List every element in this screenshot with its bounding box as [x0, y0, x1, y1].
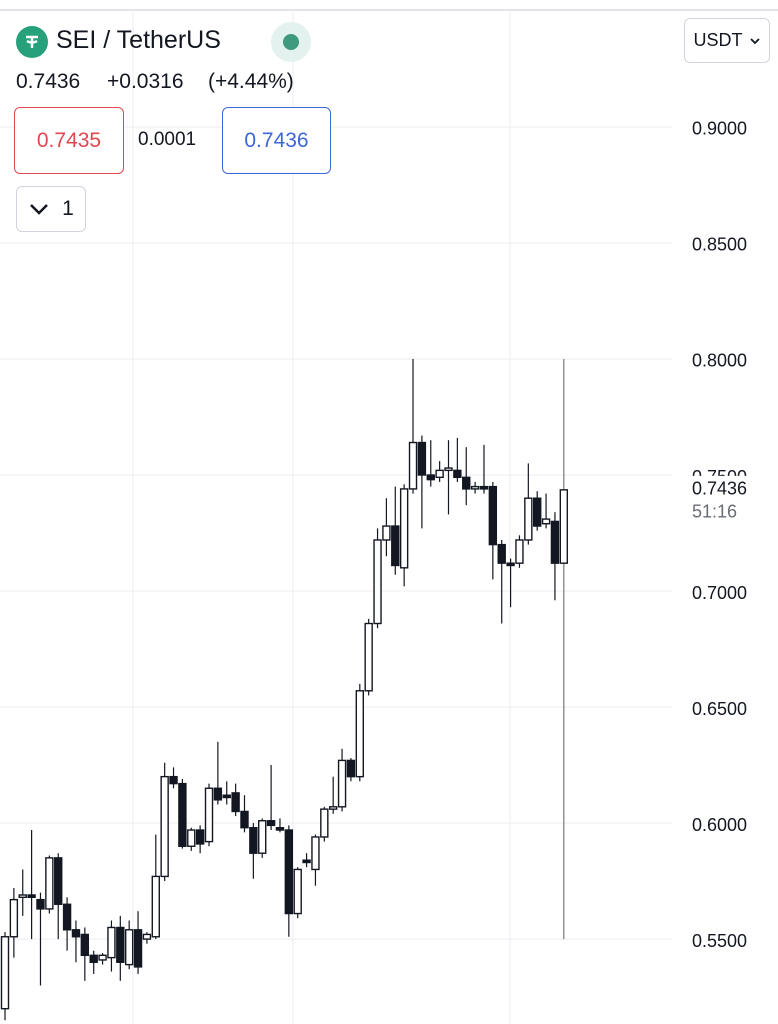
spread: 0.0001 — [138, 129, 197, 150]
candle-body — [550, 520, 560, 564]
candle-body — [479, 485, 489, 490]
candle-body — [284, 829, 294, 915]
candle-body — [426, 474, 435, 481]
candle-body — [240, 810, 249, 829]
candle-body — [151, 875, 160, 938]
candle-body — [142, 933, 152, 940]
price-change: +0.0316 — [107, 70, 184, 93]
candle-body — [80, 933, 90, 957]
candle-body — [27, 894, 36, 899]
candle-body — [364, 622, 373, 692]
candle-body — [107, 926, 116, 959]
candle-body — [160, 775, 169, 878]
candle-body — [54, 857, 63, 905]
y-axis: 0.55000.60000.65000.70000.75000.80000.85… — [680, 119, 778, 951]
candle-body — [373, 539, 382, 625]
candle-body — [231, 792, 240, 813]
y-tick-label: 0.6500 — [692, 699, 747, 719]
y-tick-label: 0.8000 — [692, 351, 747, 371]
candle-body — [541, 518, 551, 525]
countdown: 51:16 — [692, 502, 737, 522]
quantity-selector[interactable]: 1 — [16, 186, 86, 232]
price-change-pct: (+4.44%) — [208, 70, 294, 93]
candle-body — [470, 485, 480, 490]
symbol: SEI / TetherUS — [56, 26, 221, 54]
candle-body — [399, 488, 409, 569]
candle-body — [258, 820, 267, 854]
candle-body — [488, 485, 498, 546]
candle-body — [275, 826, 285, 831]
last-price-tag — [680, 475, 778, 522]
candle-body — [178, 782, 187, 847]
candle-body — [337, 759, 347, 808]
y-tick-label: 0.7000 — [692, 583, 747, 603]
candle-body — [71, 929, 81, 938]
candle-body — [497, 543, 506, 564]
candle-body — [444, 467, 453, 472]
y-tick-label: 0.6000 — [692, 815, 747, 835]
candle-body — [116, 926, 125, 963]
chevron-icon — [749, 37, 760, 44]
candle-body — [311, 836, 320, 871]
buy-button[interactable]: 0.7436 — [222, 107, 331, 174]
candle-body — [124, 929, 134, 966]
candle-body — [515, 539, 524, 564]
candle-body — [0, 936, 10, 1010]
candle-body — [453, 469, 462, 479]
quantity: 1 — [62, 197, 74, 220]
candle-body — [222, 794, 231, 799]
candle-body — [195, 829, 205, 845]
candle-body — [169, 775, 178, 785]
candle-body — [302, 859, 311, 864]
candle-body — [187, 829, 196, 847]
logo-icon — [26, 35, 38, 48]
candle-body — [391, 525, 400, 567]
candle-body — [18, 894, 27, 899]
candle-body — [204, 787, 214, 843]
candle-body — [89, 954, 98, 963]
currency-selector[interactable]: USDT — [684, 18, 770, 63]
y-tick-label: 0.8500 — [692, 235, 747, 255]
candle-body — [417, 441, 427, 476]
chevron-icon — [30, 204, 49, 215]
candle-body — [346, 759, 356, 778]
candle-body — [9, 898, 19, 938]
candle-body — [462, 476, 471, 490]
last-price: 0.7436 — [16, 70, 81, 93]
candle-body — [435, 469, 444, 479]
y-tick-label: 0.9000 — [692, 119, 747, 139]
candle-body — [45, 857, 54, 910]
status-indicator — [271, 22, 311, 62]
candle-body — [328, 806, 338, 810]
candle-body — [213, 787, 223, 801]
candle-body — [320, 808, 329, 838]
coin-logo — [16, 26, 48, 58]
currency: USDT — [693, 30, 743, 50]
candle-body — [36, 898, 45, 910]
candle-body — [266, 820, 276, 827]
candle-body — [355, 690, 364, 778]
candle-body — [506, 562, 515, 567]
candle-body — [559, 489, 569, 564]
grid — [0, 126, 672, 940]
candle-body — [408, 441, 418, 490]
candle-body — [524, 497, 533, 541]
sell-button[interactable]: 0.7435 — [14, 107, 124, 174]
last-price-label: 0.7436 — [692, 479, 747, 499]
candle-body — [62, 903, 72, 931]
candle-body — [133, 929, 143, 968]
candle-body — [533, 497, 542, 527]
candle-body — [382, 525, 391, 541]
candle-body — [249, 826, 258, 854]
candles — [0, 358, 569, 1021]
candle-body — [98, 954, 107, 961]
status-dot — [283, 34, 299, 50]
y-tick-label: 0.5500 — [692, 931, 747, 951]
candle-body — [293, 868, 302, 915]
